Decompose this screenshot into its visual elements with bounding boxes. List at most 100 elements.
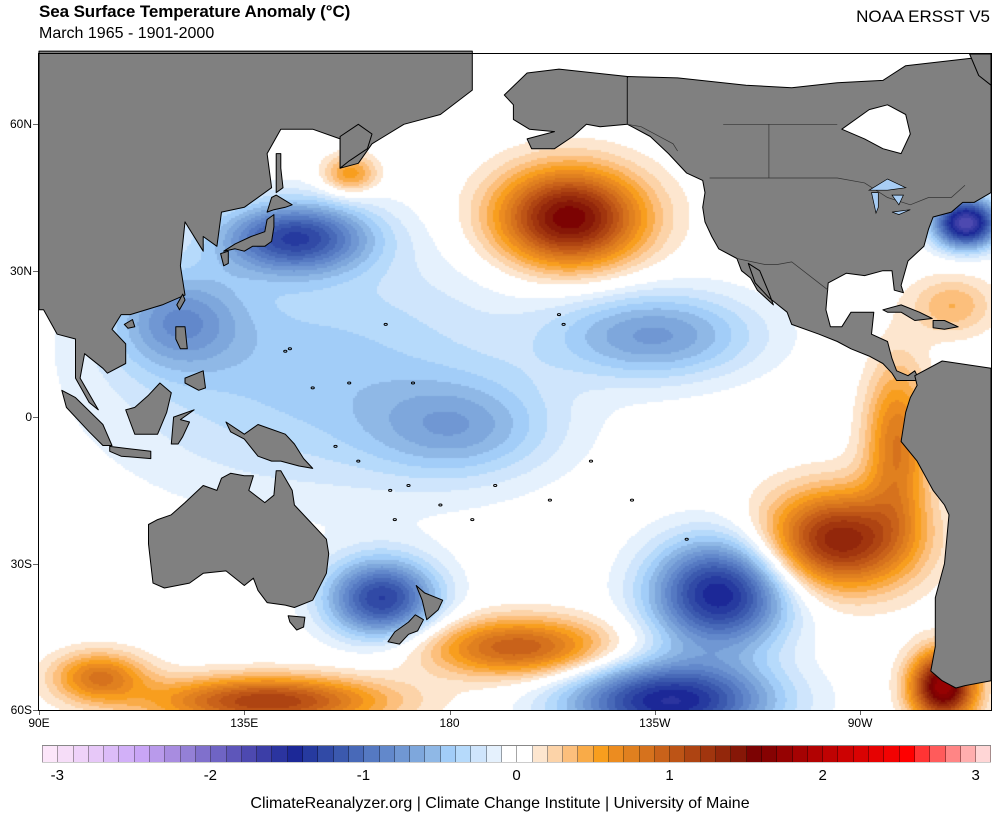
colorbar-bin	[624, 745, 640, 763]
land-kamchatka	[339, 123, 373, 169]
x-tick-mark	[654, 711, 656, 715]
colorbar-bin	[869, 745, 885, 763]
x-tick-label: 180	[439, 716, 460, 730]
political-border	[736, 258, 829, 291]
land-cuba	[882, 304, 933, 321]
colorbar-bin	[88, 745, 105, 763]
colorbar-bin	[410, 745, 426, 763]
colorbar-bin	[823, 745, 839, 763]
great-lake	[871, 192, 879, 215]
island	[310, 386, 315, 390]
island	[438, 503, 443, 507]
land-overlay	[38, 50, 992, 689]
colorbar-bin	[792, 745, 808, 763]
land-hispaniola	[932, 320, 959, 330]
colorbar-bin	[853, 745, 870, 763]
colorbar-tick-label: -2	[203, 767, 218, 784]
colorbar-bin	[42, 745, 59, 763]
land-japan-honshu	[223, 214, 275, 252]
colorbar-tick-label: -3	[50, 767, 64, 784]
colorbar-bin	[914, 745, 931, 763]
colorbar-bin	[73, 745, 89, 763]
sst-anomaly-map	[38, 50, 992, 710]
colorbar-tick-label: -1	[356, 767, 371, 784]
colorbar-bin	[639, 745, 655, 763]
colorbar-bin	[486, 745, 502, 763]
colorbar-bin	[517, 745, 533, 763]
colorbar-bin	[165, 745, 181, 763]
colorbar-tick-label: 3	[971, 767, 980, 784]
y-tick-mark	[33, 710, 38, 711]
colorbar-bin	[731, 745, 747, 763]
colorbar-bin	[884, 745, 900, 763]
colorbar-bin	[348, 745, 365, 763]
colorbar-tick-label: 1	[665, 767, 674, 784]
island	[561, 322, 566, 326]
island	[347, 381, 352, 385]
y-tick-mark	[33, 124, 38, 126]
island	[410, 381, 416, 385]
x-tick-label: 90W	[847, 716, 873, 730]
y-tick-mark	[33, 417, 38, 419]
y-tick-mark	[33, 563, 38, 565]
colorbar-bin	[700, 745, 717, 763]
island	[287, 347, 292, 351]
land-south-america	[900, 360, 992, 689]
colorbar-bin	[777, 745, 793, 763]
colorbar-tick-label: 2	[818, 767, 827, 784]
land-philippines-luzon	[175, 326, 188, 350]
colorbar-bin	[211, 745, 227, 763]
island	[283, 349, 288, 353]
land-java	[109, 445, 152, 460]
x-tick-label: 135E	[230, 716, 259, 730]
island	[392, 518, 397, 522]
colorbar-bin	[58, 745, 74, 763]
land-hudson-bay-hole	[841, 104, 911, 155]
colorbar-bin	[333, 745, 349, 763]
colorbar-bin	[318, 745, 334, 763]
y-tick-label: 30N	[9, 263, 32, 278]
land-japan-kyushu	[220, 250, 229, 267]
chart-subtitle: March 1965 - 1901-2000	[39, 25, 215, 42]
colorbar-bin	[440, 745, 457, 763]
colorbar-bin	[547, 745, 564, 763]
colorbar-bin	[716, 745, 732, 763]
land-asia-landmass	[38, 50, 473, 411]
colorbar-bin	[532, 745, 548, 763]
land-taiwan	[176, 293, 186, 311]
colorbar-bin	[807, 745, 824, 763]
colorbar-tick-label: 0	[512, 767, 521, 784]
colorbar-bin	[272, 745, 288, 763]
land-alaska	[503, 68, 628, 150]
colorbar-bin	[303, 745, 319, 763]
colorbar-bin	[119, 745, 135, 763]
land-philippines-mindanao	[184, 370, 206, 391]
island	[493, 484, 498, 487]
x-tick-mark	[39, 711, 40, 715]
colorbar-bin	[180, 745, 196, 763]
island	[383, 322, 388, 326]
y-tick-label: 0	[25, 410, 32, 425]
footer-credit: ClimateReanalyzer.org | Climate Change I…	[250, 795, 750, 812]
land-sakhalin	[275, 153, 284, 194]
x-tick-mark	[449, 711, 451, 715]
colorbar-bin	[563, 745, 579, 763]
colorbar-bin	[670, 745, 686, 763]
land-tasmania	[287, 615, 306, 631]
island	[547, 498, 552, 502]
great-lake	[867, 178, 907, 191]
colorbar-bin	[226, 745, 242, 763]
land-borneo	[125, 382, 172, 435]
colorbar-bin	[241, 745, 258, 763]
island	[629, 498, 635, 502]
x-tick-label: 135W	[639, 716, 671, 730]
dataset-label: NOAA ERSST V5	[856, 7, 990, 26]
colorbar-bin	[501, 745, 518, 763]
colorbar-bin	[838, 745, 854, 763]
island	[388, 488, 393, 492]
colorbar-bin	[471, 745, 487, 763]
colorbar-bin	[287, 745, 304, 763]
colorbar-bin	[134, 745, 151, 763]
y-tick-label: 60N	[9, 117, 32, 132]
land-sulawesi	[170, 409, 195, 445]
